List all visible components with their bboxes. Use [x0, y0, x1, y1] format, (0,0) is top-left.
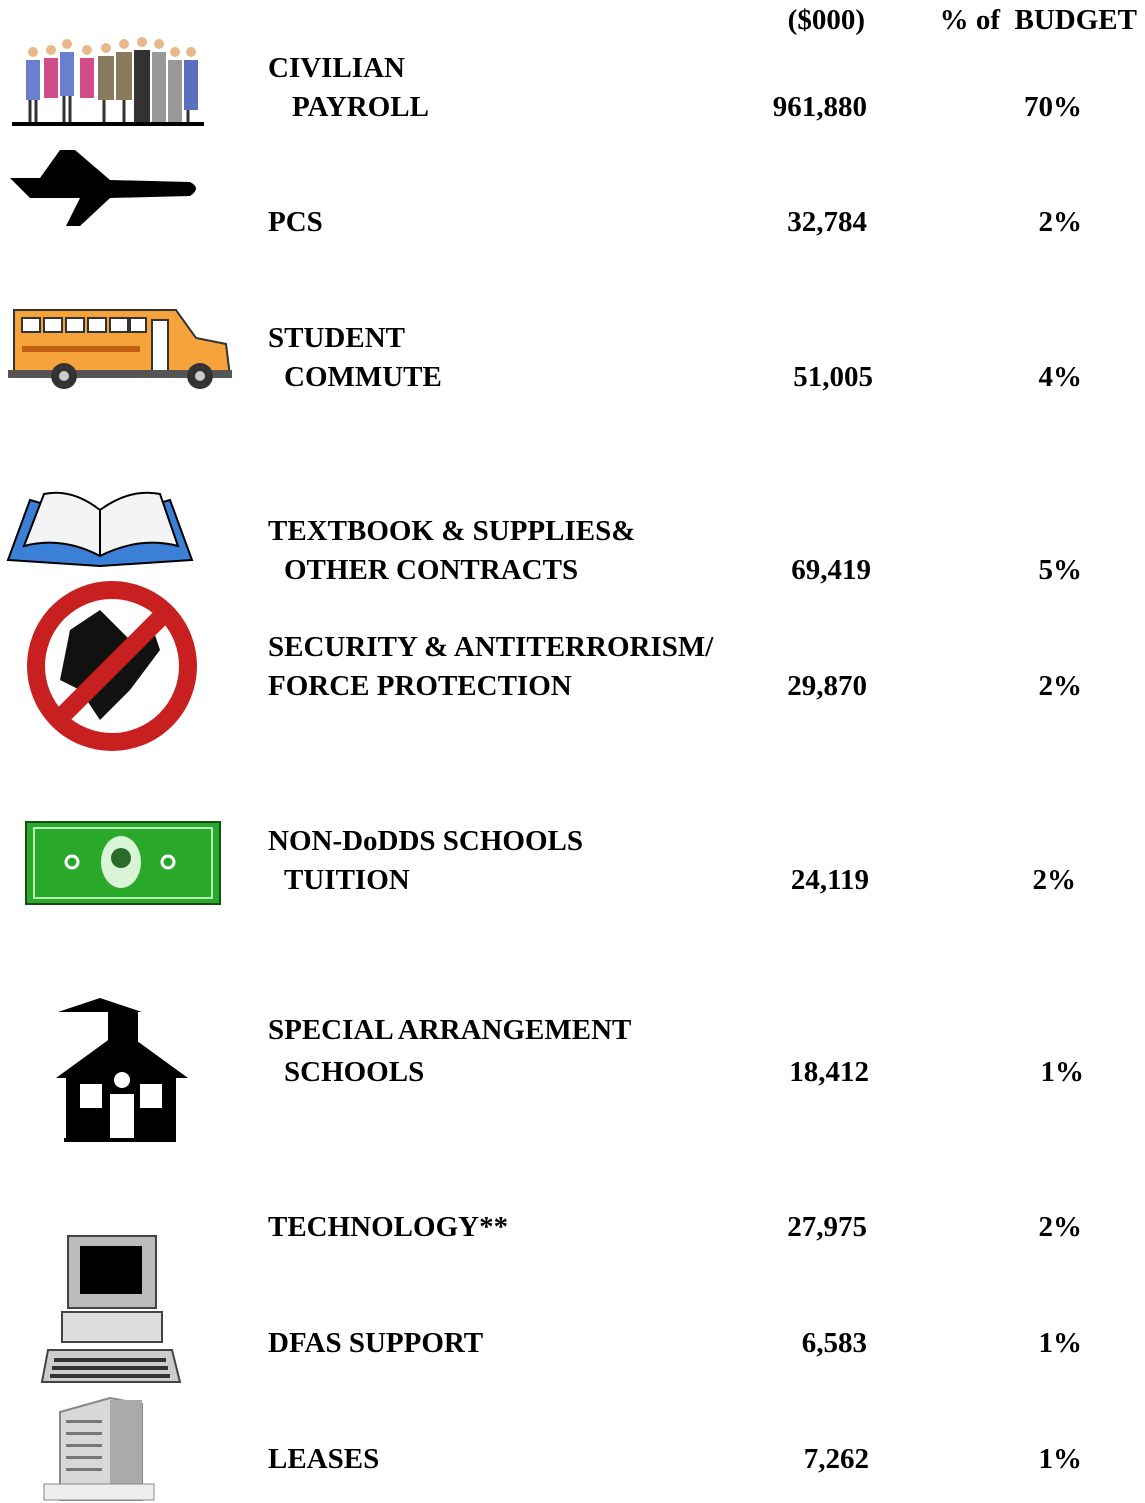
percent: 2% [1039, 670, 1083, 702]
amount-header: ($000) [788, 4, 865, 36]
row-label: STUDENT [268, 322, 405, 354]
row-label: FORCE PROTECTION [268, 670, 572, 702]
percent-header: % of BUDGET [940, 4, 1137, 36]
percent: 2% [1033, 864, 1077, 896]
percent: 2% [1039, 1211, 1083, 1243]
bus-icon [8, 309, 232, 389]
airplane-icon [10, 150, 196, 226]
percent: 4% [1039, 361, 1083, 393]
amount: 32,784 [787, 206, 867, 238]
computer-icon [40, 1235, 182, 1383]
people-icon [12, 37, 204, 126]
percent: 70% [1024, 91, 1082, 123]
percent: 1% [1039, 1443, 1083, 1475]
row-label: COMMUTE [284, 361, 442, 393]
row-label: SCHOOLS [284, 1056, 424, 1088]
amount: 27,975 [787, 1211, 867, 1243]
percent: 1% [1039, 1327, 1083, 1359]
row-label: TEXTBOOK & SUPPLIES& [268, 515, 635, 547]
amount: 961,880 [773, 91, 867, 123]
amount: 51,005 [793, 361, 873, 393]
row-label: OTHER CONTRACTS [284, 554, 578, 586]
amount: 69,419 [791, 554, 871, 586]
row-label: DFAS SUPPORT [268, 1327, 483, 1359]
percent: 2% [1039, 206, 1083, 238]
row-label: PCS [268, 206, 323, 238]
row-label: TUITION [284, 864, 410, 896]
amount: 7,262 [804, 1443, 869, 1475]
percent: 5% [1039, 554, 1083, 586]
row-label: SECURITY & ANTITERRORISM/ [268, 631, 714, 663]
row-label: CIVILIAN [268, 52, 405, 84]
building-icon [43, 1396, 155, 1501]
row-label: PAYROLL [292, 91, 429, 123]
dollar-icon [25, 821, 221, 905]
percent: 1% [1041, 1056, 1085, 1088]
row-label: LEASES [268, 1443, 379, 1475]
amount: 6,583 [802, 1327, 867, 1359]
amount: 29,870 [787, 670, 867, 702]
schoolhouse-icon [56, 998, 188, 1142]
amount: 18,412 [789, 1056, 869, 1088]
book-icon [6, 491, 194, 568]
row-label: SPECIAL ARRANGEMENT [268, 1014, 631, 1046]
amount: 24,119 [791, 864, 869, 896]
row-label: TECHNOLOGY** [268, 1211, 508, 1243]
no-terrorism-icon [27, 581, 197, 751]
row-label: NON-DoDDS SCHOOLS [268, 825, 583, 857]
